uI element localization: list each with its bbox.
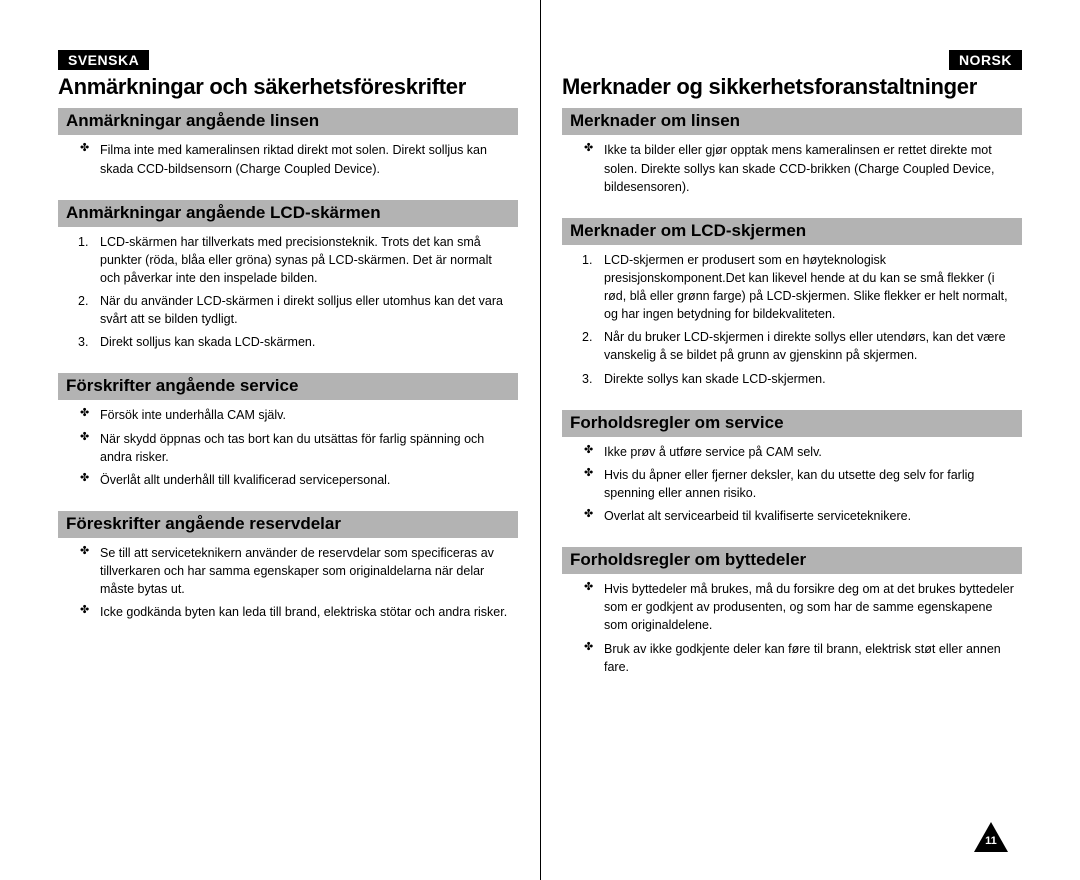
lang-row-left: SVENSKA (58, 50, 518, 70)
list-number: 3. (78, 333, 88, 351)
list-text: Når du bruker LCD-skjermen i direkte sol… (604, 330, 1006, 362)
list-number: 1. (78, 233, 88, 251)
list-item: Överlåt allt underhåll till kvalificerad… (62, 471, 514, 489)
section-header: Föreskrifter angående reservdelar (58, 511, 518, 538)
section-body: Försök inte underhålla CAM själv. När sky… (58, 406, 518, 489)
list-number: 3. (582, 370, 592, 388)
section-header: Forholdsregler om byttedeler (562, 547, 1022, 574)
section-body: 1. LCD-skärmen har tillverkats med precis… (58, 233, 518, 352)
list-item: Icke godkända byten kan leda till brand,… (62, 603, 514, 621)
numbered-list: 1. LCD-skärmen har tillverkats med precis… (62, 233, 514, 352)
list-item: Bruk av ikke godkjente deler kan føre ti… (566, 640, 1018, 676)
page-number-text: 11 (974, 835, 1008, 847)
list-item: Ikke prøv å utføre service på CAM selv. (566, 443, 1018, 461)
section-body: Filma inte med kameralinsen riktad direk… (58, 141, 518, 177)
manual-page: SVENSKA Anmärkningar och säkerhetsföresk… (0, 0, 1080, 880)
page-number-badge: 11 (974, 822, 1008, 856)
numbered-list: 1. LCD-skjermen er produsert som en høyte… (566, 251, 1018, 388)
section-body: Ikke prøv å utføre service på CAM selv. H… (562, 443, 1022, 526)
bullet-list: Filma inte med kameralinsen riktad direk… (62, 141, 514, 177)
list-item: 3. Direkt solljus kan skada LCD-skärmen. (62, 333, 514, 351)
list-item: 1. LCD-skärmen har tillverkats med precis… (62, 233, 514, 287)
list-item: Overlat alt servicearbeid til kvalifiser… (566, 507, 1018, 525)
section-body: 1. LCD-skjermen er produsert som en høyte… (562, 251, 1022, 388)
left-title: Anmärkningar och säkerhetsföreskrifter (58, 74, 518, 100)
section-header: Merknader om linsen (562, 108, 1022, 135)
lang-row-right: NORSK (562, 50, 1022, 70)
list-number: 2. (78, 292, 88, 310)
column-divider (540, 0, 541, 880)
list-number: 1. (582, 251, 592, 269)
section-header: Anmärkningar angående linsen (58, 108, 518, 135)
list-item: Försök inte underhålla CAM själv. (62, 406, 514, 424)
list-item: Hvis du åpner eller fjerner deksler, kan… (566, 466, 1018, 502)
lang-badge-svenska: SVENSKA (58, 50, 149, 70)
bullet-list: Försök inte underhålla CAM själv. När sky… (62, 406, 514, 489)
right-title: Merknader og sikkerhetsforanstaltninger (562, 74, 1022, 100)
bullet-list: Se till att serviceteknikern använder de… (62, 544, 514, 622)
right-column: NORSK Merknader og sikkerhetsforanstaltn… (540, 50, 1022, 850)
list-item: 3. Direkte sollys kan skade LCD-skjermen. (566, 370, 1018, 388)
list-text: LCD-skärmen har tillverkats med precisio… (100, 235, 492, 285)
section-body: Hvis byttedeler må brukes, må du forsikr… (562, 580, 1022, 676)
list-item: Se till att serviceteknikern använder de… (62, 544, 514, 598)
left-sections: Anmärkningar angående linsen Filma inte m… (58, 108, 518, 643)
left-column: SVENSKA Anmärkningar och säkerhetsföresk… (58, 50, 540, 850)
right-sections: Merknader om linsen Ikke ta bilder eller … (562, 108, 1022, 697)
list-item: Filma inte med kameralinsen riktad direk… (62, 141, 514, 177)
list-item: När skydd öppnas och tas bort kan du uts… (62, 430, 514, 466)
section-body: Ikke ta bilder eller gjør opptak mens ka… (562, 141, 1022, 195)
bullet-list: Hvis byttedeler må brukes, må du forsikr… (566, 580, 1018, 676)
list-item: Ikke ta bilder eller gjør opptak mens ka… (566, 141, 1018, 195)
list-item: 2. När du använder LCD-skärmen i direkt s… (62, 292, 514, 328)
list-item: Hvis byttedeler må brukes, må du forsikr… (566, 580, 1018, 634)
bullet-list: Ikke prøv å utføre service på CAM selv. H… (566, 443, 1018, 526)
list-text: Direkte sollys kan skade LCD-skjermen. (604, 372, 826, 386)
list-text: LCD-skjermen er produsert som en høytekn… (604, 253, 1008, 321)
section-header: Anmärkningar angående LCD-skärmen (58, 200, 518, 227)
section-header: Förskrifter angående service (58, 373, 518, 400)
bullet-list: Ikke ta bilder eller gjør opptak mens ka… (566, 141, 1018, 195)
list-text: När du använder LCD-skärmen i direkt sol… (100, 294, 503, 326)
lang-badge-norsk: NORSK (949, 50, 1022, 70)
list-item: 1. LCD-skjermen er produsert som en høyte… (566, 251, 1018, 324)
section-body: Se till att serviceteknikern använder de… (58, 544, 518, 622)
section-header: Merknader om LCD-skjermen (562, 218, 1022, 245)
section-header: Forholdsregler om service (562, 410, 1022, 437)
list-text: Direkt solljus kan skada LCD-skärmen. (100, 335, 315, 349)
list-number: 2. (582, 328, 592, 346)
list-item: 2. Når du bruker LCD-skjermen i direkte s… (566, 328, 1018, 364)
